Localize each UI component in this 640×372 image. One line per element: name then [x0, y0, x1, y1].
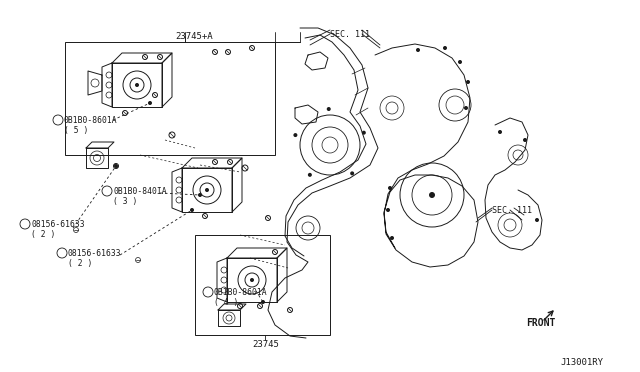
- Circle shape: [390, 236, 394, 240]
- Circle shape: [293, 133, 298, 137]
- Bar: [65, 42, 275, 155]
- Circle shape: [135, 83, 139, 87]
- Circle shape: [350, 171, 354, 175]
- Circle shape: [498, 130, 502, 134]
- Circle shape: [464, 106, 468, 110]
- Circle shape: [261, 300, 265, 304]
- Text: SEC. 111: SEC. 111: [492, 206, 532, 215]
- Circle shape: [148, 101, 152, 105]
- Circle shape: [429, 192, 435, 198]
- Circle shape: [190, 208, 194, 212]
- Circle shape: [388, 186, 392, 190]
- Circle shape: [250, 278, 254, 282]
- Text: 23745: 23745: [252, 340, 279, 349]
- Circle shape: [205, 188, 209, 192]
- Circle shape: [466, 80, 470, 84]
- Circle shape: [308, 173, 312, 177]
- Text: 0B1B0-8601A
( 4 ): 0B1B0-8601A ( 4 ): [214, 288, 268, 307]
- Circle shape: [443, 46, 447, 50]
- Text: FRONT: FRONT: [526, 318, 556, 328]
- Text: J13001RY: J13001RY: [560, 358, 603, 367]
- Text: 0B1B0-840IA
( 3 ): 0B1B0-840IA ( 3 ): [113, 187, 166, 206]
- Circle shape: [458, 60, 462, 64]
- Circle shape: [198, 193, 202, 197]
- Circle shape: [523, 138, 527, 142]
- Circle shape: [416, 48, 420, 52]
- Text: 08156-61633
( 2 ): 08156-61633 ( 2 ): [68, 249, 122, 269]
- Circle shape: [327, 107, 331, 111]
- Circle shape: [535, 218, 539, 222]
- Bar: [195, 235, 330, 335]
- Circle shape: [114, 164, 118, 168]
- Circle shape: [386, 208, 390, 212]
- Text: 23745+A: 23745+A: [175, 32, 212, 41]
- Text: SEC. 111: SEC. 111: [330, 30, 370, 39]
- Circle shape: [362, 131, 366, 135]
- Text: 08156-61633
( 2 ): 08156-61633 ( 2 ): [31, 220, 84, 240]
- Text: 0B1B0-8601A
( 5 ): 0B1B0-8601A ( 5 ): [64, 116, 118, 135]
